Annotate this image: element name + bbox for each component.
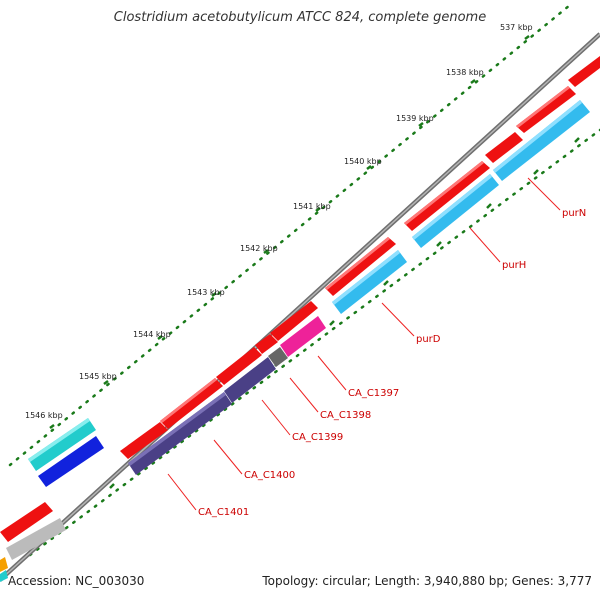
gene-arrow-red bbox=[325, 237, 396, 296]
inner-tick bbox=[574, 137, 580, 143]
gene-highlight bbox=[28, 418, 90, 462]
major-tick bbox=[315, 207, 321, 212]
gene-arrow-upper-cyan bbox=[28, 418, 96, 471]
gene-arrow-purD bbox=[332, 250, 407, 314]
tick-label: 1546 kbp bbox=[25, 411, 63, 420]
gene-arrow-CA_C1399 bbox=[224, 357, 276, 403]
map-title: Clostridium acetobutylicum ATCC 824, com… bbox=[113, 10, 487, 25]
major-ticks bbox=[49, 35, 530, 429]
gene-arrow-red bbox=[0, 502, 53, 542]
tick-label: 1543 kbp bbox=[187, 288, 225, 297]
gene-arrow-lower-gray bbox=[6, 518, 66, 560]
gene-arrow-red bbox=[255, 334, 278, 354]
gene-label-CA_C1400: CA_C1400 bbox=[244, 470, 295, 481]
gene-arrow-CA_C1397 bbox=[280, 316, 326, 357]
inner-tick bbox=[383, 280, 389, 286]
gene-label-CA_C1401: CA_C1401 bbox=[198, 507, 249, 518]
tick-label: 1538 kbp bbox=[446, 68, 484, 77]
tick-label: 1541 kbp bbox=[293, 202, 331, 211]
major-tick bbox=[418, 122, 424, 127]
label-leaders bbox=[167, 177, 561, 511]
gene-arrow-red-highlight bbox=[404, 161, 484, 225]
major-tick bbox=[524, 35, 530, 40]
major-tick bbox=[49, 424, 55, 429]
major-tick bbox=[157, 335, 163, 340]
gene-labels: purN purH purD CA_C1397 CA_C1398 CA_C139… bbox=[198, 208, 586, 518]
gene-arrow-CA_C1398 bbox=[268, 347, 288, 367]
inner-tick bbox=[436, 241, 442, 247]
tick-label: 1544 kbp bbox=[133, 330, 171, 339]
gene-arrow-red-highlight bbox=[325, 237, 390, 290]
tick-label: 1542 kbp bbox=[240, 244, 278, 253]
gene-arrow-purH bbox=[412, 174, 499, 248]
gene-highlight bbox=[128, 392, 226, 466]
inner-dotted-ring bbox=[28, 128, 600, 557]
leader-purH bbox=[469, 227, 501, 263]
gene-arrow-red bbox=[485, 132, 523, 163]
major-tick bbox=[211, 292, 217, 297]
gene-label-CA_C1398: CA_C1398 bbox=[320, 410, 371, 421]
inner-tick bbox=[533, 169, 539, 175]
gene-arrow-cyan-edge bbox=[0, 570, 8, 582]
genome-backbone-highlight bbox=[0, 33, 600, 581]
gene-arrow-red-highlight bbox=[516, 86, 570, 128]
gene-label-CA_C1397: CA_C1397 bbox=[348, 388, 399, 399]
gene-arrow-red bbox=[120, 422, 168, 459]
major-tick bbox=[263, 249, 269, 254]
gene-highlight bbox=[493, 100, 582, 173]
outer-dotted-ring bbox=[8, 3, 572, 467]
gene-arrow-red bbox=[516, 86, 576, 133]
gene-arrow-CA_C1400 bbox=[128, 392, 232, 475]
tick-label: 1539 kbp bbox=[396, 114, 434, 123]
gene-arrow-red bbox=[568, 56, 600, 87]
inner-tick bbox=[486, 203, 492, 209]
tick-label: 537 kbp bbox=[500, 23, 533, 32]
leader-CA_C1400 bbox=[213, 439, 243, 475]
gene-label-CA_C1399: CA_C1399 bbox=[292, 432, 343, 443]
gene-arrow-red bbox=[160, 378, 223, 429]
major-tick bbox=[103, 380, 109, 385]
inner-tick bbox=[109, 483, 115, 489]
leader-CA_C1398 bbox=[289, 377, 319, 413]
major-tick bbox=[366, 165, 372, 170]
gene-arrow-red bbox=[270, 301, 318, 341]
gene-arrow-upper-blue bbox=[38, 436, 104, 487]
accession-text: Accession: NC_003030 bbox=[8, 574, 145, 588]
gene-highlight bbox=[412, 174, 492, 240]
gene-arrow-purN bbox=[493, 100, 590, 181]
forward-genes bbox=[0, 56, 600, 542]
genome-summary-text: Topology: circular; Length: 3,940,880 bp… bbox=[262, 574, 592, 588]
gene-label-purN: purN bbox=[562, 208, 586, 219]
major-tick bbox=[470, 79, 476, 84]
gene-arrow-red-highlight bbox=[160, 378, 217, 423]
gene-label-purD: purD bbox=[416, 334, 441, 345]
gene-arrow-orange-edge bbox=[0, 557, 8, 572]
leader-CA_C1401 bbox=[167, 473, 197, 511]
gene-arrow-red bbox=[216, 347, 262, 385]
gene-highlight bbox=[332, 250, 400, 305]
leader-purD bbox=[381, 302, 415, 337]
gene-label-purH: purH bbox=[502, 260, 526, 271]
leader-CA_C1397 bbox=[317, 355, 347, 391]
tick-label: 1545 kbp bbox=[79, 372, 117, 381]
tick-label: 1540 kbp bbox=[344, 157, 382, 166]
leader-CA_C1399 bbox=[261, 399, 291, 436]
inner-tick bbox=[329, 320, 335, 326]
reverse-genes bbox=[0, 100, 590, 582]
gene-arrow-red bbox=[404, 161, 490, 231]
tick-labels: 537 kbp 1538 kbp 1539 kbp 1540 kbp 1541 … bbox=[25, 23, 533, 420]
leader-purN bbox=[527, 177, 561, 211]
